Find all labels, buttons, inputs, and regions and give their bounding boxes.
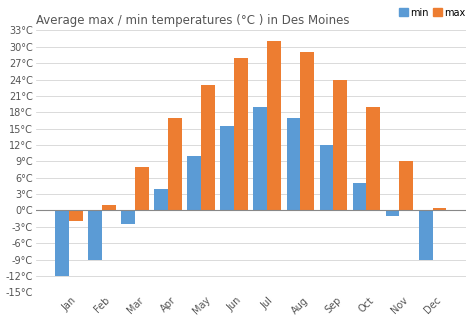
Bar	[386, 211, 400, 216]
Bar	[366, 107, 380, 211]
Text: Average max / min temperatures (°C ) in Des Moines: Average max / min temperatures (°C ) in …	[36, 14, 349, 26]
Bar	[267, 41, 281, 211]
Bar	[400, 161, 413, 211]
Bar	[121, 211, 135, 224]
Bar	[419, 211, 433, 260]
Bar	[168, 118, 182, 211]
Bar	[102, 205, 116, 211]
Bar	[55, 211, 69, 276]
Bar	[254, 107, 267, 211]
Bar	[220, 126, 234, 211]
Bar	[333, 80, 347, 211]
Legend: min, max: min, max	[395, 4, 470, 22]
Bar	[201, 85, 215, 211]
Bar	[69, 211, 83, 221]
Bar	[187, 156, 201, 211]
Bar	[319, 145, 333, 211]
Bar	[155, 189, 168, 211]
Bar	[301, 52, 314, 211]
Bar	[286, 118, 301, 211]
Bar	[135, 167, 149, 211]
Bar	[353, 183, 366, 211]
Bar	[234, 58, 248, 211]
Bar	[433, 208, 447, 211]
Bar	[88, 211, 102, 260]
